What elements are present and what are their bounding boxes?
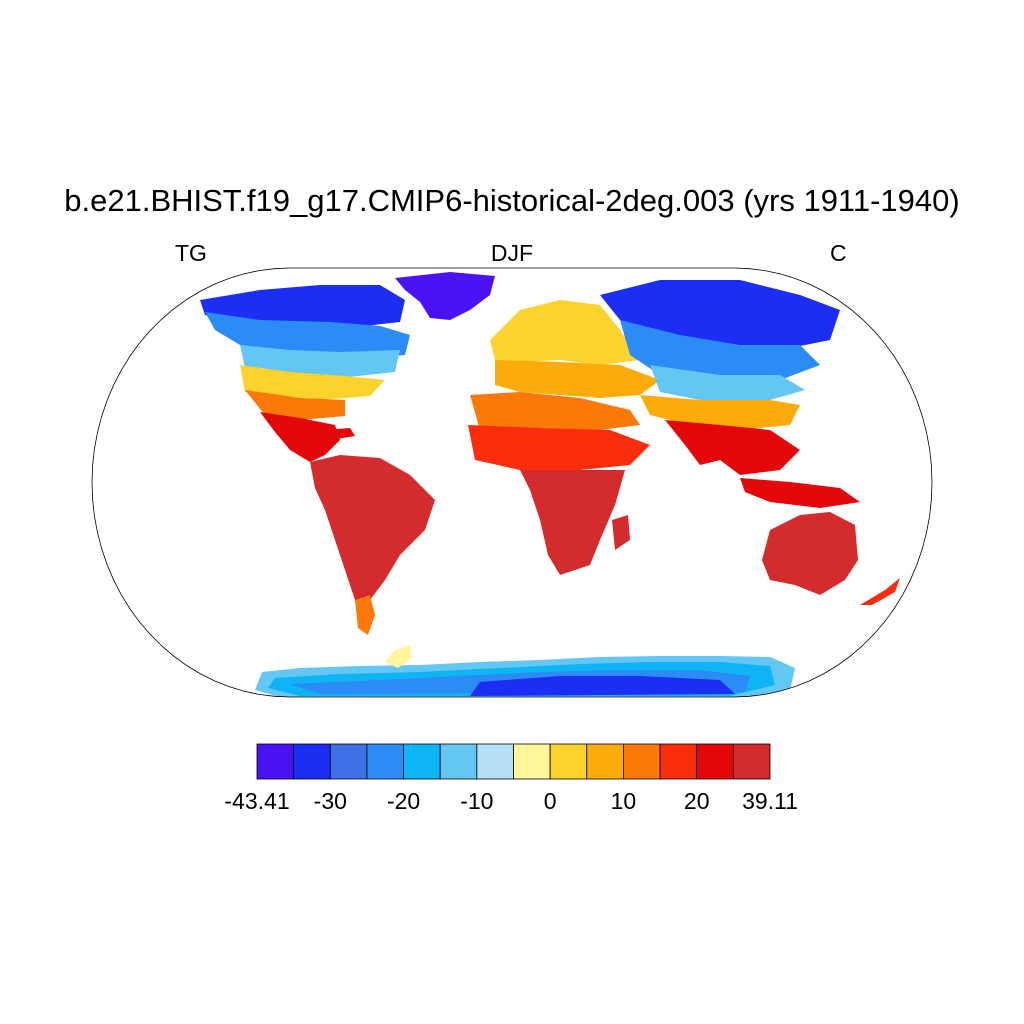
colorbar-swatch: [439, 743, 478, 780]
units-label: C: [830, 240, 847, 266]
land-temperature-fields: [200, 272, 900, 697]
colorbar-swatch: [586, 743, 624, 780]
indonesia: [740, 478, 860, 508]
colorbar-swatch: [732, 743, 771, 780]
india-se-asia: [665, 420, 800, 475]
colorbar-tick-label: -10: [460, 788, 494, 814]
plot-title: b.e21.BHIST.f19_g17.CMIP6-historical-2de…: [64, 183, 960, 218]
greenland: [395, 272, 495, 320]
north-america-temperate: [240, 365, 385, 400]
colorbar-swatch: [293, 743, 331, 780]
colorbar-tick-label: 10: [610, 788, 637, 814]
madagascar: [612, 515, 630, 550]
south-america-tip: [355, 595, 375, 635]
north-america-mid: [240, 345, 400, 378]
colorbar: [256, 743, 771, 780]
season-label: DJF: [490, 240, 534, 266]
asia-south: [640, 395, 800, 430]
colorbar-tick-label: 39.11: [742, 788, 798, 814]
caribbean: [325, 428, 355, 440]
variable-label: TG: [175, 240, 207, 266]
colorbar-tick-label: -43.41: [224, 788, 290, 814]
new-zealand: [860, 578, 900, 605]
antarctica-core: [470, 676, 735, 696]
colorbar-tick-label: 20: [683, 788, 710, 814]
colorbar-swatch: [513, 743, 551, 780]
colorbar-tick-label: -30: [313, 788, 347, 814]
south-america: [310, 455, 435, 620]
asia-mid: [650, 365, 805, 400]
africa-sahel: [468, 425, 650, 470]
colorbar-swatch: [403, 743, 441, 780]
colorbar-tick-label: -20: [386, 788, 421, 814]
north-america-south: [245, 390, 345, 420]
colorbar-swatch: [623, 743, 661, 780]
colorbar-swatch: [476, 743, 514, 780]
colorbar-swatch: [659, 743, 698, 780]
colorbar-tick-label: 0: [543, 788, 557, 814]
europe-south: [495, 360, 660, 398]
africa-south: [520, 470, 625, 575]
central-america: [260, 412, 340, 462]
africa-north: [470, 392, 640, 430]
colorbar-swatch: [366, 743, 404, 780]
colorbar-swatch: [256, 743, 295, 780]
europe: [490, 300, 640, 365]
map-boundary: [91, 267, 933, 698]
australia: [762, 512, 858, 595]
colorbar-swatch: [329, 743, 368, 780]
colorbar-swatch: [549, 743, 588, 780]
antarctica-peninsula: [385, 645, 412, 668]
colorbar-swatch: [696, 743, 734, 780]
